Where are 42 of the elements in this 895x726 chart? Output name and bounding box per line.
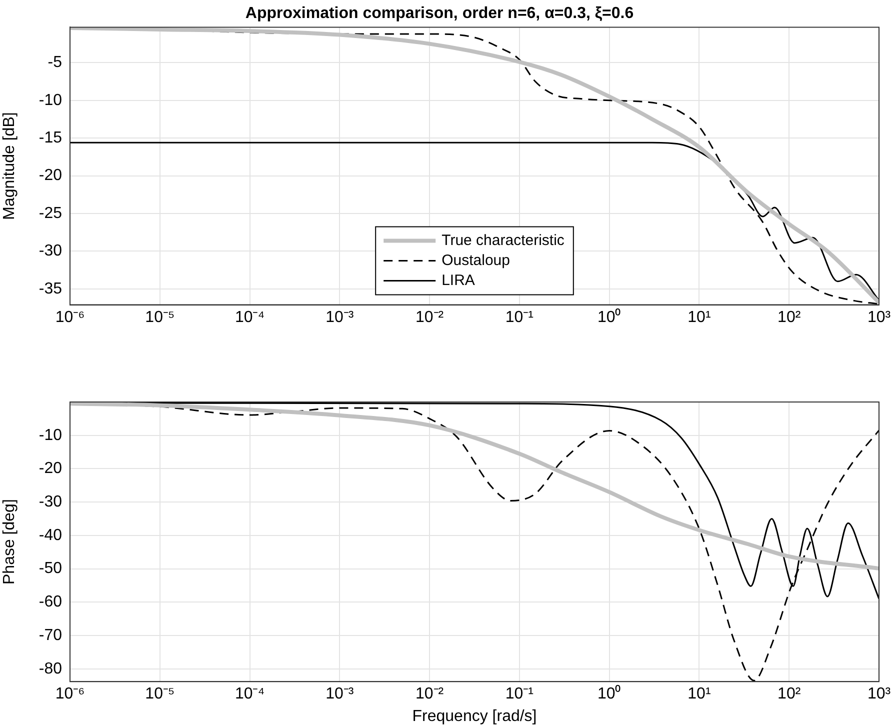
x-tick-label: 10⁻¹ — [505, 308, 534, 326]
y-tick-label: -40 — [38, 526, 62, 544]
y-tick-label: -35 — [38, 280, 62, 298]
x-axis-title: Frequency [rad/s] — [412, 708, 537, 725]
x-tick-label: 10⁰ — [597, 308, 622, 326]
x-tick-label: 10⁻⁶ — [55, 686, 85, 703]
legend-label: True characteristic — [442, 232, 565, 249]
x-tick-label: 10⁻⁴ — [234, 686, 265, 703]
y-tick-label: -25 — [38, 204, 62, 222]
y-tick-label: -60 — [38, 594, 62, 611]
y-axis-title: Magnitude [dB] — [1, 112, 18, 220]
y-axis-title: Phase [deg] — [1, 499, 18, 585]
chart-title: Approximation comparison, order n=6, α=0.3, ξ=0.6 — [245, 5, 634, 22]
x-tick-label: 10³ — [867, 308, 892, 326]
x-tick-label: 10⁻⁵ — [145, 686, 175, 703]
x-tick-label: 10⁻⁵ — [145, 308, 175, 326]
x-tick-label: 10⁰ — [597, 684, 622, 703]
x-tick-label: 10⁻² — [415, 308, 444, 326]
x-tick-label: 10⁻³ — [326, 686, 354, 703]
y-tick-label: -20 — [38, 460, 62, 478]
x-tick-label: 10⁻¹ — [505, 686, 534, 703]
y-tick-label: -10 — [38, 92, 62, 109]
y-tick-label: -30 — [38, 494, 62, 510]
x-tick-label: 10¹ — [688, 686, 711, 703]
legend-label: Oustaloup — [442, 252, 510, 269]
y-tick-label: -10 — [38, 426, 62, 444]
x-tick-label: 10⁻³ — [326, 308, 354, 326]
y-tick-label: -30 — [38, 242, 62, 260]
x-tick-label: 10⁻² — [415, 686, 444, 703]
x-tick-label: 10¹ — [688, 308, 711, 326]
y-tick-label: -50 — [38, 560, 62, 578]
y-tick-label: -20 — [38, 167, 62, 184]
x-tick-label: 10⁻⁶ — [55, 308, 85, 326]
x-tick-label: 10² — [778, 686, 802, 703]
y-tick-label: -80 — [38, 660, 62, 678]
y-tick-label: -70 — [38, 626, 62, 644]
y-tick-label: -5 — [48, 54, 62, 72]
legend-label: LIRA — [442, 272, 475, 289]
y-tick-label: -15 — [38, 129, 62, 146]
x-tick-label: 10³ — [867, 686, 892, 703]
x-tick-label: 10² — [778, 308, 802, 326]
x-tick-label: 10⁻⁴ — [234, 308, 265, 326]
